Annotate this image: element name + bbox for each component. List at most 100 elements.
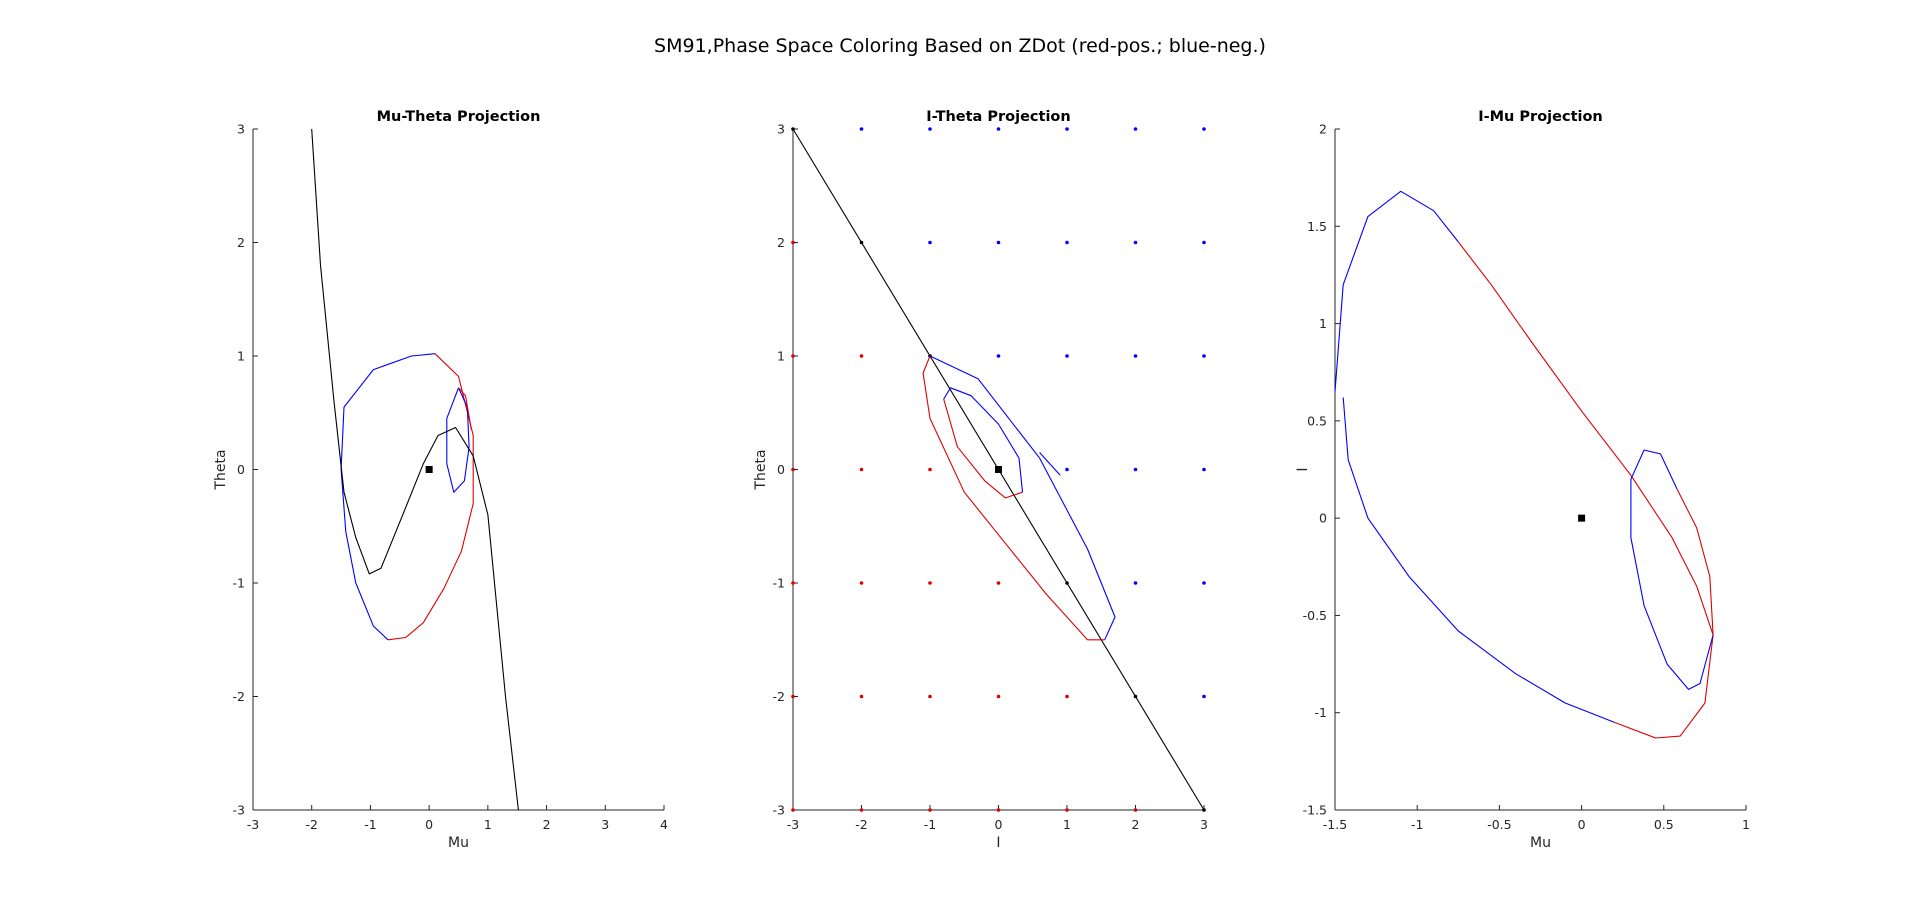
i-mu-y-tick-label: -0.5: [1303, 608, 1327, 623]
i-theta-grid-point: [928, 694, 932, 699]
i-mu-y-tick-label: -1: [1315, 705, 1327, 720]
i-mu-fixed-point: [1578, 514, 1586, 522]
i-theta-grid-point: [996, 581, 1001, 585]
i-mu-x-label: Mu: [1530, 835, 1551, 851]
i-theta-grid-point: [1133, 354, 1138, 358]
i-theta-title: I-Theta Projection: [926, 109, 1070, 125]
i-theta-grid-point: [1133, 581, 1138, 585]
mu-theta-trajectory: [340, 353, 436, 470]
mu-theta-y-tick-label: 2: [237, 235, 245, 250]
i-theta-grid-point: [859, 581, 864, 585]
i-theta-y-tick-label: -3: [773, 803, 785, 818]
i-theta-grid-point: [1065, 354, 1069, 358]
i-theta-grid-point: [1202, 694, 1206, 699]
i-theta-grid-point: [1202, 581, 1206, 585]
i-theta-grid-point: [1202, 354, 1206, 358]
i-theta-grid-point: [1133, 467, 1138, 472]
i-theta-grid-point: [1065, 694, 1069, 699]
i-theta-x-tick-label: -3: [787, 817, 799, 832]
mu-theta-trajectory: [458, 387, 472, 430]
i-theta-grid-point: [1065, 808, 1069, 812]
subplots: -3 -2 -1 0 1 2 3 4 -3 -2 -1 0 1 2 3 Mu-Theta Projection…: [213, 109, 1750, 851]
i-theta-x-tick-label: 0: [995, 817, 1003, 832]
i-theta-grid-point: [791, 240, 795, 245]
i-theta-grid-point: [1202, 127, 1206, 131]
i-mu-y-tick-label: 0.5: [1307, 413, 1327, 428]
i-theta-trajectory: [943, 387, 1024, 493]
mu-theta-x-label: Mu: [448, 835, 469, 851]
i-theta-grid-point: [859, 808, 864, 812]
i-mu-y-tick-label: 2: [1319, 122, 1327, 137]
i-theta-y-tick-label: -1: [773, 576, 785, 591]
mu-theta-panel: -3 -2 -1 0 1 2 3 4 -3 -2 -1 0 1 2 3 Mu-Theta Projection…: [213, 109, 668, 851]
i-mu-trajectory: [1334, 190, 1459, 392]
i-theta-grid-point: [859, 127, 864, 131]
i-mu-panel: -1.5 -1 -0.5 0 0.5 1 -1.5 -1 -0.5 0 0.5 1 1.5 2 I-Mu P…: [1295, 109, 1750, 851]
figure-title: SM91,Phase Space Coloring Based on ZDot …: [654, 35, 1266, 57]
mu-theta-trajectory: [446, 387, 470, 493]
i-mu-y-tick-label: 1.5: [1307, 219, 1327, 234]
mu-theta-y-tick-label: 1: [237, 349, 245, 364]
i-theta-grid-point: [996, 240, 1001, 245]
i-mu-y-label: I: [1295, 467, 1311, 471]
i-theta-panel: -3 -2 -1 0 1 2 3 -3 -2 -1 0 1 2 3 I-Theta Projection I T…: [753, 109, 1208, 851]
i-theta-grid-point: [928, 808, 932, 812]
mu-theta-trajectory: [311, 128, 519, 811]
i-theta-grid-point: [996, 808, 1001, 812]
i-mu-y-tick-label: 0: [1319, 511, 1327, 526]
i-mu-title: I-Mu Projection: [1478, 109, 1603, 125]
i-theta-y-tick-label: 1: [777, 349, 785, 364]
mu-theta-y-tick-label: -1: [233, 576, 245, 591]
i-theta-grid-point: [859, 354, 864, 358]
i-mu-x-tick-label: 0.5: [1654, 817, 1674, 832]
mu-theta-fixed-point: [425, 466, 433, 473]
mu-theta-y-tick-label: 3: [237, 122, 245, 137]
i-theta-grid-point: [791, 354, 795, 358]
mu-theta-x-tick-label: -1: [364, 817, 376, 832]
i-mu-x-tick-label: -0.5: [1487, 817, 1511, 832]
i-mu-x-tick-label: 0: [1578, 817, 1586, 832]
i-theta-grid-point: [996, 354, 1001, 358]
i-theta-x-tick-label: 2: [1132, 817, 1140, 832]
mu-theta-x-tick-label: 0: [425, 817, 433, 832]
i-theta-y-tick-label: 2: [777, 235, 785, 250]
mu-theta-y-tick-label: 0: [237, 462, 245, 477]
i-theta-grid-point: [1065, 127, 1069, 131]
i-theta-x-tick-label: 1: [1063, 817, 1071, 832]
i-theta-y-label: Theta: [753, 449, 769, 490]
mu-theta-x-tick-label: 4: [660, 817, 668, 832]
mu-theta-y-label: Theta: [213, 449, 229, 490]
i-theta-trajectory: [1039, 452, 1061, 476]
i-theta-grid-point: [791, 808, 795, 812]
i-theta-grid-point: [791, 581, 795, 585]
i-theta-grid-point: [1133, 808, 1138, 812]
i-mu-x-tick-label: 1: [1742, 817, 1750, 832]
i-mu-x-tick-label: -1.5: [1323, 817, 1347, 832]
i-theta-grid-point: [928, 240, 932, 245]
i-theta-y-tick-label: 0: [777, 462, 785, 477]
i-theta-fixed-point: [995, 466, 1002, 473]
mu-theta-y-tick-label: -2: [233, 689, 245, 704]
i-theta-grid-point: [928, 127, 932, 131]
i-theta-grid-point: [1065, 467, 1069, 472]
mu-theta-x-tick-label: -2: [305, 817, 317, 832]
i-theta-grid-point: [1133, 240, 1138, 245]
i-mu-trajectory: [1457, 241, 1714, 739]
mu-theta-x-tick-label: 2: [543, 817, 551, 832]
i-theta-x-label: I: [996, 835, 1000, 851]
i-theta-grid-point: [928, 467, 932, 472]
i-theta-x-tick-label: -1: [924, 817, 936, 832]
i-theta-grid-point: [1133, 127, 1138, 131]
mu-theta-x-tick-label: -3: [247, 817, 259, 832]
i-mu-y-tick-label: 1: [1319, 316, 1327, 331]
mu-theta-x-tick-label: 1: [484, 817, 492, 832]
i-theta-grid-point: [1202, 240, 1206, 245]
i-theta-grid-point: [928, 581, 932, 585]
i-theta-x-tick-label: -2: [855, 817, 867, 832]
i-theta-grid-point: [791, 467, 795, 472]
i-theta-trajectory: [929, 355, 1116, 641]
i-mu-trajectory: [1676, 488, 1714, 635]
i-theta-y-tick-label: 3: [777, 122, 785, 137]
i-mu-trajectory: [1342, 397, 1615, 723]
i-theta-trajectory: [943, 398, 1023, 499]
